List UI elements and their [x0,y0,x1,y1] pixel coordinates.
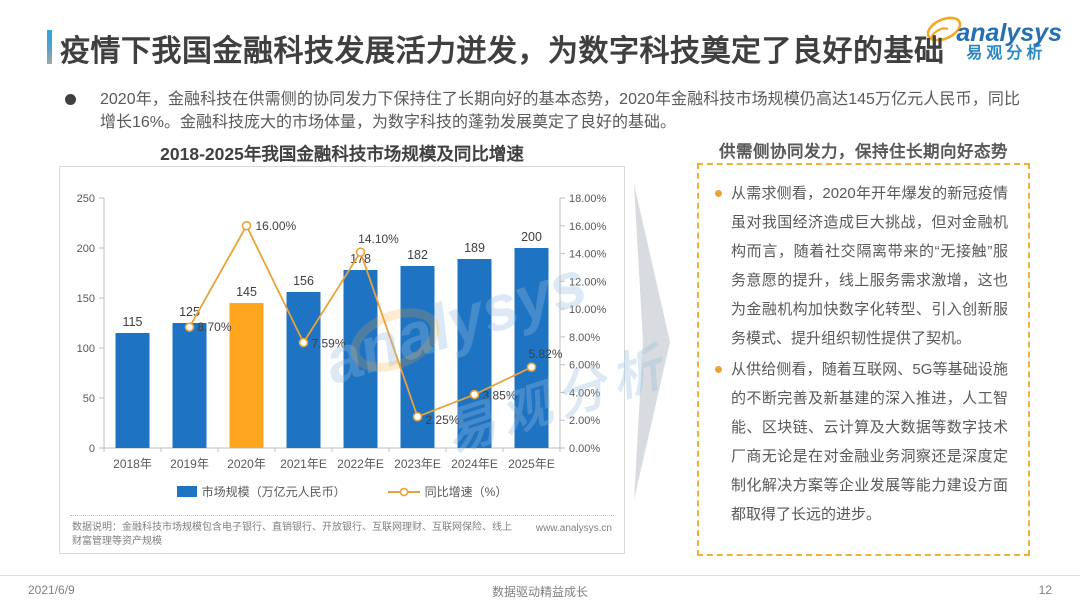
svg-text:14.10%: 14.10% [358,232,399,246]
svg-text:2.25%: 2.25% [426,413,460,427]
bar-2024年E [457,259,492,448]
svg-text:14.00%: 14.00% [569,249,607,261]
svg-text:145: 145 [236,285,257,299]
bar-2025年E [514,248,549,448]
svg-text:6.00%: 6.00% [569,360,600,372]
svg-text:10.00%: 10.00% [569,304,607,316]
footer-date: 2021/6/9 [28,583,75,597]
chart-title: 2018-2025年我国金融科技市场规模及同比增速 [160,144,524,164]
bar-legend-swatch-icon [176,486,197,497]
bar-2018年 [115,333,150,448]
logo-brand-cn-text: 易观分析 [966,45,1047,63]
svg-text:12.00%: 12.00% [569,276,607,288]
market-chart: 0 50 100 150 200 250 0.00% 2.00% 4.00% 6.00% 8.00%… [77,193,607,471]
page-number: 12 [1038,583,1052,597]
svg-text:2023年E: 2023年E [394,457,441,471]
logo-brand-text: analysys [956,19,1062,47]
svg-text:8.00%: 8.00% [569,332,600,344]
svg-text:16.00%: 16.00% [569,221,607,233]
svg-text:2024年E: 2024年E [451,457,498,471]
insight-panel: 从需求侧看，2020年开年爆发的新冠疫情虽对我国经济造成巨大挑战，但对金融机构而… [697,163,1030,556]
svg-text:0.00%: 0.00% [569,443,600,455]
flow-arrow-icon [634,184,670,500]
svg-text:18.00%: 18.00% [569,193,607,205]
bar-2019年 [172,323,207,448]
chart-legend: 市场规模（万亿元人民币） 同比增速（%） [60,483,624,500]
bar-2022年E [343,270,378,448]
data-note-text: 数据说明：金融科技市场规模包含电子银行、直销银行、开放银行、互联网理财、互联网保… [72,522,512,547]
svg-text:4.00%: 4.00% [569,387,600,399]
svg-text:178: 178 [350,252,371,266]
svg-text:100: 100 [77,343,95,355]
intro-text: 2020年，金融科技在供需侧的协同发力下保持住了长期向好的基本态势，2020年金… [100,91,1020,131]
intro-bullet: 2020年，金融科技在供需侧的协同发力下保持住了长期向好的基本态势，2020年金… [65,88,1020,134]
website-link[interactable]: www.analysys.cn [535,523,612,534]
logo: analysys 易观分析 [918,12,1062,63]
svg-text:16.00%: 16.00% [256,219,297,233]
list-item: 从需求侧看，2020年开年爆发的新冠疫情虽对我国经济造成巨大挑战，但对金融机构而… [715,179,1008,353]
svg-text:0: 0 [89,443,95,455]
svg-text:189: 189 [464,241,485,255]
panel-header: 供需侧协同发力，保持住长期向好态势 [719,143,1008,161]
bar-2020年 [229,303,264,448]
legend-item-line: 同比增速（%） [387,483,508,500]
legend-line-label: 同比增速（%） [424,485,508,499]
svg-text:7.59%: 7.59% [312,337,346,351]
svg-text:2021年E: 2021年E [280,457,327,471]
svg-text:2025年E: 2025年E [508,457,555,471]
svg-text:2022年E: 2022年E [337,457,384,471]
svg-text:2019年: 2019年 [170,457,209,471]
svg-text:50: 50 [83,393,95,405]
svg-text:156: 156 [293,274,314,288]
svg-text:2.00%: 2.00% [569,415,600,427]
list-item: 从供给侧看，随着互联网、5G等基础设施的不断完善及新基建的深入推进，人工智能、区… [715,355,1008,529]
chart-panel: 0 50 100 150 200 250 0.00% 2.00% 4.00% 6.00% 8.00%… [59,166,625,554]
supply-side-text: 从供给侧看，随着互联网、5G等基础设施的不断完善及新基建的深入推进，人工智能、区… [731,361,1008,523]
svg-text:2018年: 2018年 [113,457,152,471]
svg-text:8.70%: 8.70% [198,320,232,334]
bullet-dot-icon [715,190,722,197]
bullet-dot-icon [715,366,722,373]
svg-text:125: 125 [179,305,200,319]
bar-2021年E [286,292,321,448]
page-title: 疫情下我国金融科技发展活力迸发，为数字科技奠定了良好的基础 [60,35,945,68]
demand-side-text: 从需求侧看，2020年开年爆发的新冠疫情虽对我国经济造成巨大挑战，但对金融机构而… [731,185,1008,347]
svg-text:182: 182 [407,248,428,262]
svg-text:200: 200 [521,230,542,244]
line-legend-marker-icon [387,487,420,496]
legend-bar-label: 市场规模（万亿元人民币） [201,485,346,499]
legend-item-bar: 市场规模（万亿元人民币） [176,483,346,500]
svg-text:5.82%: 5.82% [528,347,562,361]
note-divider [70,515,614,516]
svg-text:115: 115 [123,315,143,329]
svg-text:150: 150 [77,293,95,305]
svg-text:200: 200 [77,243,95,255]
footer-slogan: 数据驱动精益成长 [491,585,588,599]
bullet-dot-icon [65,94,76,105]
svg-text:250: 250 [77,193,95,205]
title-accent-bar [47,30,52,64]
logo-swirl-icon [927,16,962,42]
svg-text:3.85%: 3.85% [483,389,517,403]
svg-text:2020年: 2020年 [227,457,266,471]
chart-note: 数据说明：金融科技市场规模包含电子银行、直销银行、开放银行、互联网理财、互联网保… [72,521,612,549]
footer: 2021/6/9 数据驱动精益成长 12 [0,575,1080,608]
